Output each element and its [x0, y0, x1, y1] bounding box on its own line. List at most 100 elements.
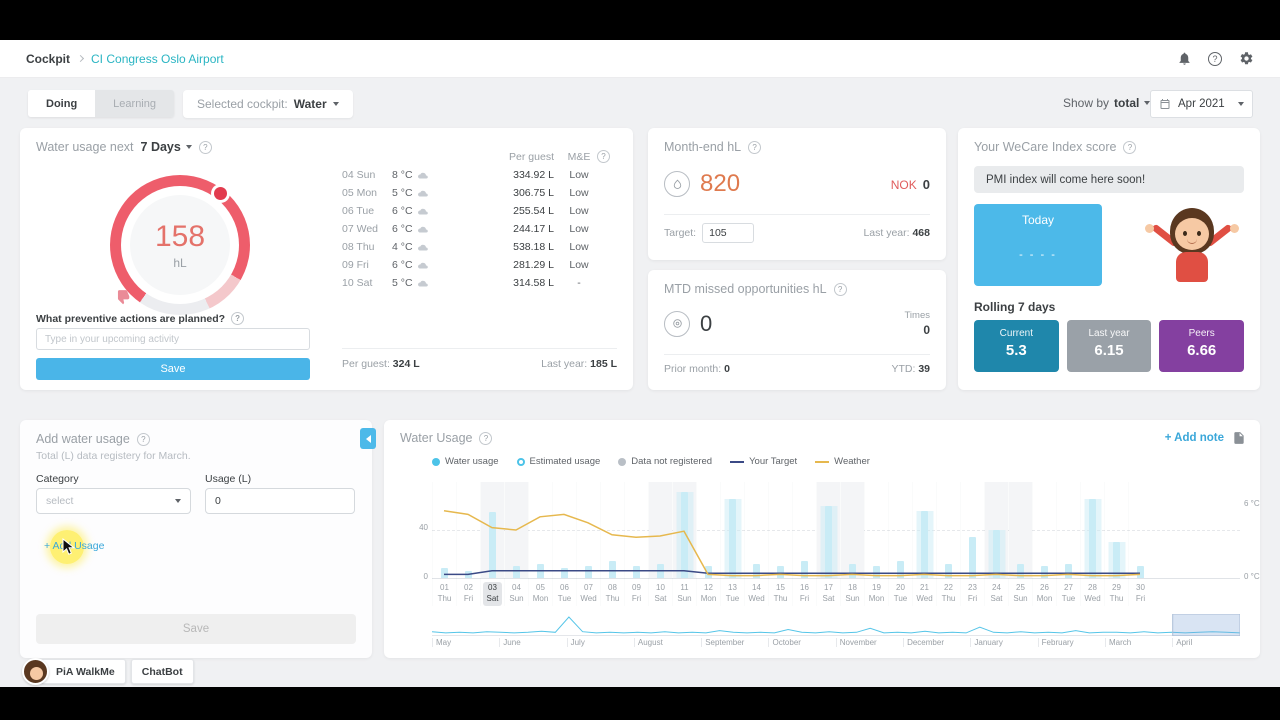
chart-day[interactable]: 25 Sun	[1008, 482, 1032, 606]
help-icon[interactable]	[1123, 140, 1137, 154]
chart-day[interactable]: 21 Wed	[912, 482, 936, 606]
notifications-bell-icon[interactable]	[1176, 51, 1192, 67]
help-icon[interactable]	[597, 150, 610, 163]
chart-day[interactable]: 04 Sun	[504, 482, 528, 606]
score-box-last-year[interactable]: Last year 6.15	[1066, 320, 1152, 372]
help-icon[interactable]	[231, 312, 245, 325]
month-label-may[interactable]: May	[432, 638, 499, 647]
water-usage-bar	[849, 563, 856, 578]
category-select[interactable]: select	[36, 488, 191, 514]
chart-day[interactable]: 20 Tue	[888, 482, 912, 606]
settings-gear-icon[interactable]	[1238, 51, 1254, 67]
help-icon[interactable]	[1207, 51, 1223, 67]
chart-day[interactable]: 01 Thu	[432, 482, 456, 606]
help-icon[interactable]	[136, 432, 150, 446]
chart-day[interactable]: 05 Mon	[528, 482, 552, 606]
chart-day[interactable]: 29 Thu	[1104, 482, 1128, 606]
legend-data-not-registered[interactable]: Data not registered	[618, 456, 712, 467]
tab-doing[interactable]: Doing	[28, 90, 96, 117]
month-label-june[interactable]: June	[499, 638, 566, 647]
month-label-september[interactable]: September	[701, 638, 768, 647]
chart-day[interactable]: 12 Mon	[696, 482, 720, 606]
target-input[interactable]	[702, 223, 755, 243]
chart-day[interactable]: 22 Thu	[936, 482, 960, 606]
score-box-peers[interactable]: Peers 6.66	[1159, 320, 1245, 372]
chart-day[interactable]: 18 Sun	[840, 482, 864, 606]
water-usage-bar	[777, 566, 784, 578]
water-usage-bar	[753, 563, 760, 578]
help-icon[interactable]	[748, 140, 762, 154]
chart-day[interactable]: 06 Tue	[552, 482, 576, 606]
date-picker[interactable]: Apr 2021	[1150, 90, 1253, 118]
help-icon[interactable]	[479, 431, 493, 445]
month-label-august[interactable]: August	[633, 638, 701, 647]
save-button[interactable]: Save	[36, 358, 310, 380]
chart-day[interactable]: 08 Thu	[600, 482, 624, 606]
estimated-usage-bar	[988, 530, 1005, 578]
legend-water-usage[interactable]: Water usage	[432, 456, 499, 467]
today-score-box[interactable]: Today - - - -	[974, 204, 1102, 286]
month-label-march[interactable]: March	[1104, 638, 1172, 647]
legend-estimated-usage[interactable]: Estimated usage	[516, 456, 600, 467]
chart-day[interactable]: 30 Fri	[1128, 482, 1152, 606]
chevron-down-icon	[332, 102, 339, 106]
activity-input[interactable]	[36, 328, 310, 350]
show-by-dropdown[interactable]: Show by total	[1063, 96, 1151, 110]
pia-walkme-button[interactable]: PiA WalkMe	[41, 659, 126, 684]
usage-input[interactable]	[205, 488, 355, 514]
month-label-october[interactable]: October	[768, 638, 835, 647]
chart-day[interactable]: 19 Mon	[864, 482, 888, 606]
chart-day[interactable]: 14 Wed	[744, 482, 768, 606]
breadcrumb-current[interactable]: CI Congress Oslo Airport	[91, 51, 224, 66]
chart-day[interactable]: 17 Sat	[816, 482, 840, 606]
month-label-april[interactable]: April	[1172, 638, 1239, 647]
temp-axis-label: 0 °C	[1244, 572, 1260, 581]
help-icon[interactable]	[833, 282, 847, 296]
breadcrumb-root[interactable]: Cockpit	[26, 51, 71, 66]
help-icon[interactable]	[198, 140, 212, 154]
forecast-range-dropdown[interactable]: 7 Days	[141, 140, 192, 154]
chart-day[interactable]: 16 Fri	[792, 482, 816, 606]
selected-cockpit-dropdown[interactable]: Selected cockpit: Water	[183, 90, 353, 118]
chart-day[interactable]: 28 Wed	[1080, 482, 1104, 606]
chart-day[interactable]: 10 Sat	[648, 482, 672, 606]
chart-day[interactable]: 13 Tue	[720, 482, 744, 606]
chatbot-button[interactable]: ChatBot	[130, 659, 194, 684]
chart-day[interactable]: 27 Tue	[1056, 482, 1080, 606]
y-axis-label: 0	[423, 572, 428, 581]
legend-weather[interactable]: Weather	[815, 456, 870, 467]
chart-day[interactable]: 26 Mon	[1032, 482, 1056, 606]
score-box-current[interactable]: Current 5.3	[974, 320, 1059, 372]
chart-day[interactable]: 24 Sat	[984, 482, 1008, 606]
chart-day[interactable]: 02 Fri	[456, 482, 480, 606]
overview-months: May June July August September October Novembe…	[432, 638, 1240, 647]
chart-day[interactable]: 11 Sun	[672, 482, 696, 606]
tab-learning[interactable]: Learning	[95, 90, 174, 117]
month-label-november[interactable]: November	[835, 638, 903, 647]
notes-document-icon[interactable]	[1232, 431, 1246, 445]
row-date: 09 Fri	[342, 259, 369, 271]
day-label: 02 Fri	[463, 583, 474, 603]
table-row: 09 Fri 6 °C 281.29 L Low	[342, 256, 604, 274]
legend-your-target[interactable]: Your Target	[730, 456, 797, 467]
save-button-disabled[interactable]: Save	[36, 614, 356, 644]
add-note-link[interactable]: + Add note	[1164, 432, 1224, 444]
add-usage-link[interactable]: + Add Usage	[44, 540, 105, 552]
currency-value: 0	[922, 176, 930, 192]
month-label-february[interactable]: February	[1037, 638, 1105, 647]
collapse-panel-button[interactable]	[360, 428, 376, 449]
chart-day[interactable]: 09 Fri	[624, 482, 648, 606]
chart-day[interactable]: 15 Thu	[768, 482, 792, 606]
month-label-january[interactable]: January	[970, 638, 1037, 647]
overview-mini-chart[interactable]	[431, 613, 1241, 637]
water-usage-bar	[513, 566, 520, 578]
pia-avatar[interactable]	[22, 658, 49, 685]
month-label-july[interactable]: July	[566, 638, 634, 647]
gauge-handle[interactable]	[214, 187, 227, 200]
chart-day[interactable]: 23 Fri	[960, 482, 984, 606]
chart-day[interactable]: 03 Sat	[480, 482, 504, 606]
chart-day[interactable]: 07 Wed	[576, 482, 600, 606]
month-label-december[interactable]: December	[903, 638, 970, 647]
month-end-value: 820	[700, 170, 741, 197]
usage-gauge: 158 hL	[105, 170, 255, 320]
